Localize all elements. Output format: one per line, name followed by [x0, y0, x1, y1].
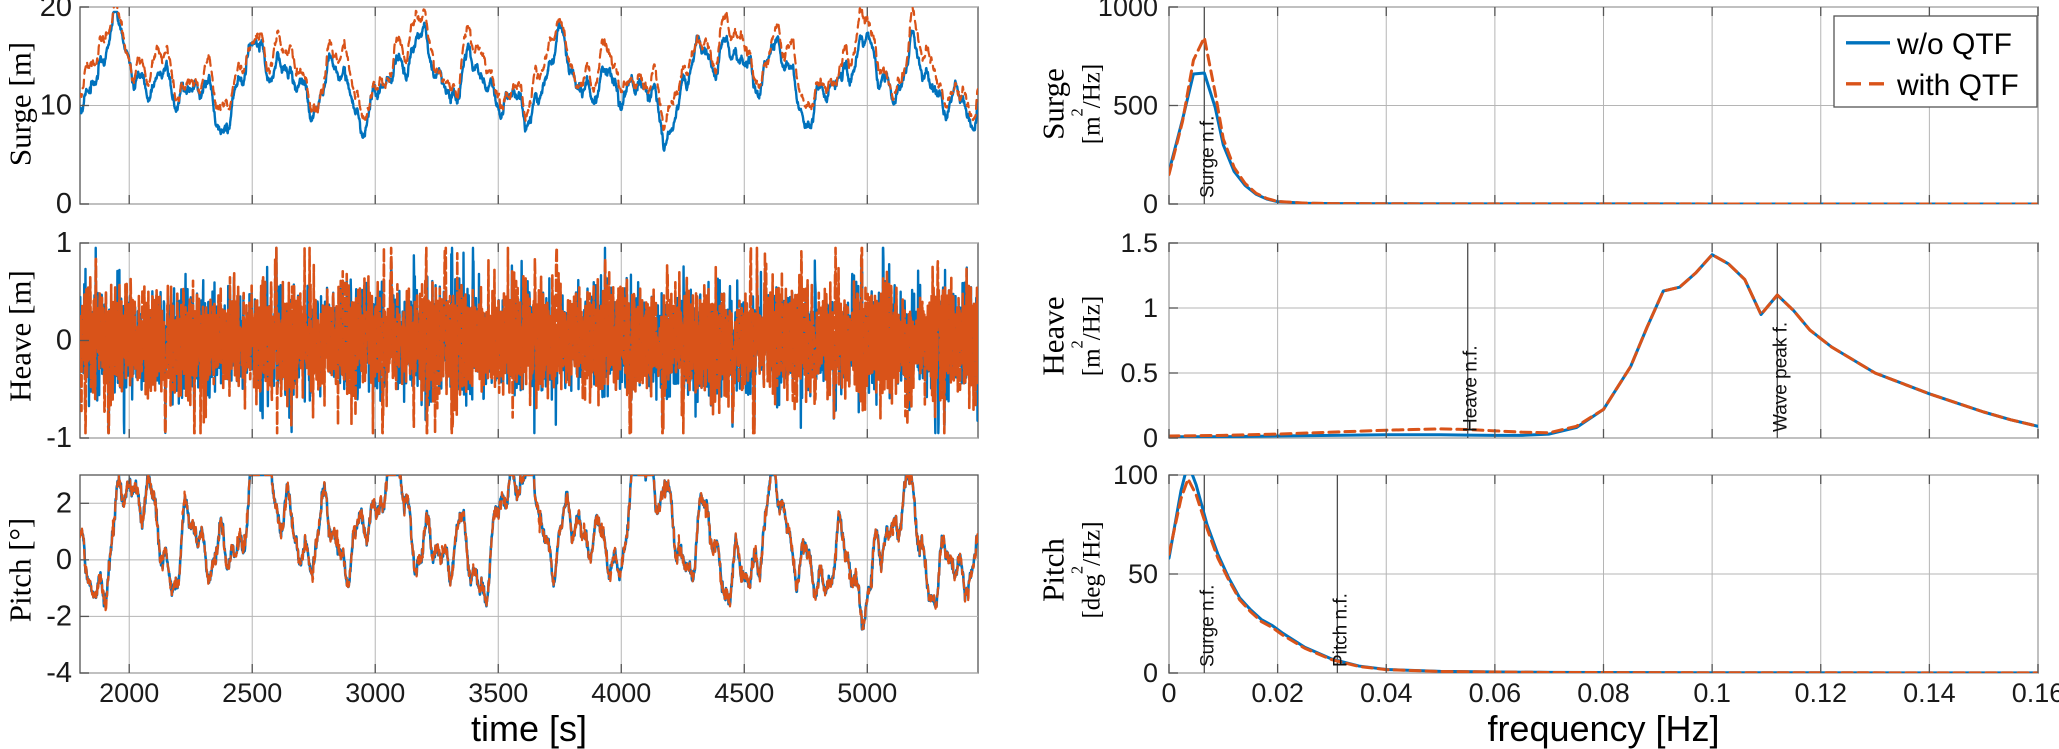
- svg-text:500: 500: [1113, 91, 1158, 121]
- svg-text:Pitch n.f.: Pitch n.f.: [1330, 593, 1351, 667]
- svg-text:-1: -1: [46, 422, 72, 454]
- svg-text:Wave peak f.: Wave peak f.: [1770, 322, 1791, 432]
- svg-text:0.04: 0.04: [1360, 678, 1413, 708]
- svg-text:0: 0: [1143, 189, 1158, 219]
- svg-text:time [s]: time [s]: [471, 708, 587, 749]
- svg-text:10: 10: [40, 90, 72, 122]
- svg-text:50: 50: [1128, 559, 1158, 589]
- svg-text:0.12: 0.12: [1794, 678, 1847, 708]
- svg-text:1: 1: [56, 227, 72, 259]
- svg-text:1.5: 1.5: [1120, 228, 1158, 258]
- svg-text:0: 0: [56, 544, 72, 576]
- svg-text:3500: 3500: [468, 678, 528, 708]
- svg-text:5000: 5000: [837, 678, 897, 708]
- svg-text:100: 100: [1113, 460, 1158, 490]
- svg-text:0.1: 0.1: [1693, 678, 1731, 708]
- svg-text:0: 0: [1161, 678, 1176, 708]
- svg-text:0: 0: [56, 325, 72, 357]
- svg-text:0.16: 0.16: [2012, 678, 2059, 708]
- svg-text:2: 2: [56, 487, 72, 519]
- svg-text:0.08: 0.08: [1577, 678, 1630, 708]
- svg-text:2500: 2500: [222, 678, 282, 708]
- svg-text:0.06: 0.06: [1469, 678, 1522, 708]
- svg-text:frequency [Hz]: frequency [Hz]: [1487, 708, 1719, 749]
- svg-text:Heave n.f.: Heave n.f.: [1461, 345, 1482, 432]
- svg-text:20: 20: [40, 0, 72, 23]
- svg-text:0: 0: [56, 188, 72, 220]
- svg-text:4500: 4500: [714, 678, 774, 708]
- svg-text:4000: 4000: [591, 678, 651, 708]
- svg-text:0.5: 0.5: [1120, 358, 1158, 388]
- svg-text:0: 0: [1143, 423, 1158, 453]
- svg-text:2000: 2000: [99, 678, 159, 708]
- svg-text:with QTF: with QTF: [1896, 69, 2019, 102]
- svg-text:0.14: 0.14: [1903, 678, 1956, 708]
- svg-text:0: 0: [1143, 658, 1158, 688]
- svg-text:-4: -4: [46, 657, 72, 689]
- svg-text:-2: -2: [46, 600, 72, 632]
- svg-text:1000: 1000: [1098, 0, 1158, 22]
- svg-text:3000: 3000: [345, 678, 405, 708]
- svg-text:1: 1: [1143, 293, 1158, 323]
- svg-text:w/o QTF: w/o QTF: [1896, 28, 2012, 61]
- svg-text:Surge n.f.: Surge n.f.: [1197, 116, 1218, 198]
- svg-text:Surge n.f.: Surge n.f.: [1197, 585, 1218, 667]
- svg-text:0.02: 0.02: [1251, 678, 1304, 708]
